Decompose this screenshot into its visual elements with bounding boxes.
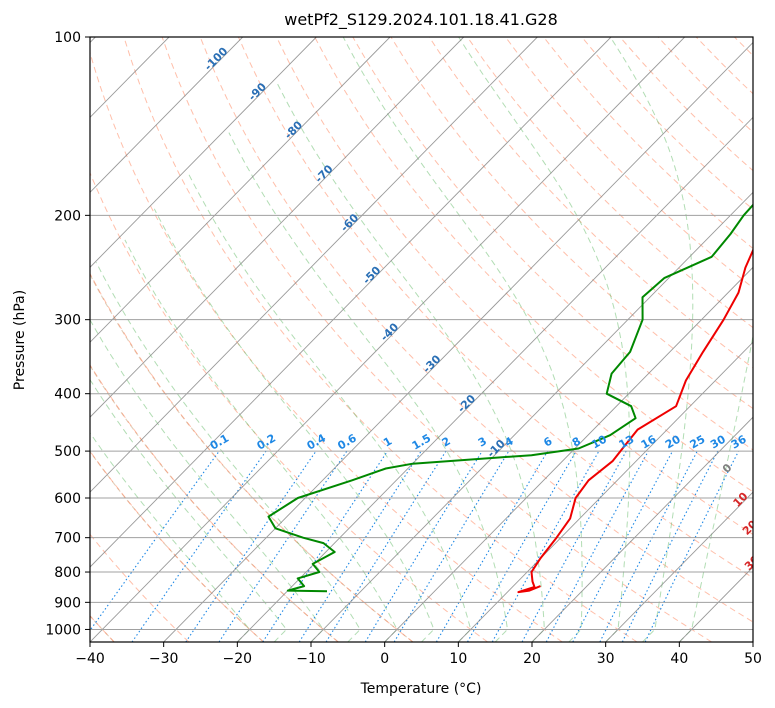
mixing-ratio-line bbox=[599, 450, 698, 642]
y-tick-label: 1000 bbox=[45, 622, 81, 638]
mixing-ratio-line bbox=[621, 450, 719, 642]
isotherm-line bbox=[605, 491, 753, 642]
y-tick-label: 500 bbox=[54, 444, 81, 460]
y-tick-label: 700 bbox=[54, 531, 81, 547]
mixing-ratio-line bbox=[521, 450, 627, 642]
dry-adiabat-line bbox=[314, 37, 753, 493]
isotherm-line bbox=[384, 266, 753, 642]
moist-adiabat-line bbox=[90, 318, 324, 642]
dry-adiabat-line bbox=[161, 37, 712, 642]
dry-adiabat-line bbox=[352, 37, 753, 451]
x-tick-label: 20 bbox=[523, 651, 541, 667]
moist-adiabat-line bbox=[124, 239, 398, 642]
grid-layer bbox=[90, 37, 753, 642]
y-tick-label: 400 bbox=[54, 387, 81, 403]
y-tick-label: 800 bbox=[54, 565, 81, 581]
mixing-ratio-line bbox=[218, 450, 348, 642]
moist-adiabat-label: 30 bbox=[742, 553, 762, 573]
isotherm-line bbox=[458, 341, 753, 642]
isotherm-line bbox=[310, 191, 753, 642]
mixing-ratio-line bbox=[90, 450, 220, 632]
moist-adiabat-line bbox=[609, 37, 694, 642]
y-tick-label: 300 bbox=[54, 313, 81, 329]
isotherm-line bbox=[90, 37, 686, 642]
dry-adiabat-line bbox=[90, 50, 563, 642]
moist-adiabat-line bbox=[187, 173, 472, 642]
isotherm-line bbox=[237, 116, 753, 642]
x-axis-label: Temperature (°C) bbox=[360, 681, 482, 697]
x-tick-label: 50 bbox=[744, 651, 762, 667]
moist-adiabat-line bbox=[678, 333, 753, 642]
dry-adiabat-line bbox=[390, 37, 753, 410]
aux-curve bbox=[90, 273, 414, 642]
dewpoint-profile bbox=[267, 203, 753, 593]
mixing-ratio-line bbox=[545, 450, 649, 642]
isotherm-line bbox=[90, 37, 391, 343]
x-tick-label: −10 bbox=[296, 651, 326, 667]
x-tick-label: −40 bbox=[75, 651, 105, 667]
y-tick-label: 600 bbox=[54, 491, 81, 507]
dry-adiabat-line bbox=[90, 364, 339, 642]
isotherm-line bbox=[90, 37, 244, 193]
y-tick-label: 200 bbox=[54, 208, 81, 224]
mixing-ratio-line bbox=[298, 450, 422, 642]
moist-adiabat-line bbox=[458, 37, 631, 642]
temperature-profile bbox=[517, 247, 753, 594]
dry-adiabat-line bbox=[123, 37, 638, 642]
isotherm-line bbox=[163, 41, 753, 642]
x-tick-label: 10 bbox=[449, 651, 467, 667]
dry-adiabat-line bbox=[237, 37, 753, 579]
y-tick-label: 100 bbox=[54, 30, 81, 46]
x-tick-label: 30 bbox=[597, 651, 615, 667]
plot-frame bbox=[89, 36, 754, 643]
isotherm-line bbox=[90, 37, 538, 493]
tick-layer: −40 −30 −20 −10 0 10 20 30 40 50 1000 900 800 700 600 5… bbox=[45, 30, 762, 667]
chart-title: wetPf2_S129.2024.101.18.41.G28 bbox=[284, 10, 558, 30]
dry-adiabat-line bbox=[90, 171, 488, 642]
dry-adiabat-line bbox=[90, 450, 264, 642]
y-axis-label: Pressure (hPa) bbox=[12, 290, 28, 390]
isotherm-line bbox=[531, 416, 753, 642]
mixing-ratio-line bbox=[364, 450, 483, 642]
isotherm-line bbox=[90, 37, 612, 568]
x-tick-label: 0 bbox=[380, 651, 389, 667]
mixing-ratio-line bbox=[185, 450, 317, 642]
x-tick-label: 40 bbox=[670, 651, 688, 667]
moist-adiabat-line bbox=[153, 208, 435, 642]
dry-adiabat-line bbox=[199, 37, 753, 623]
moist-adiabat-line bbox=[90, 431, 251, 642]
dry-adiabat-line bbox=[466, 37, 753, 329]
isotherm-line bbox=[90, 37, 465, 418]
x-tick-label: −30 bbox=[149, 651, 179, 667]
series-layer bbox=[267, 203, 753, 594]
dry-adiabat-line bbox=[428, 37, 753, 369]
isotherm-line bbox=[90, 37, 317, 268]
y-tick-label: 900 bbox=[54, 595, 81, 611]
x-tick-label: −20 bbox=[223, 651, 253, 667]
